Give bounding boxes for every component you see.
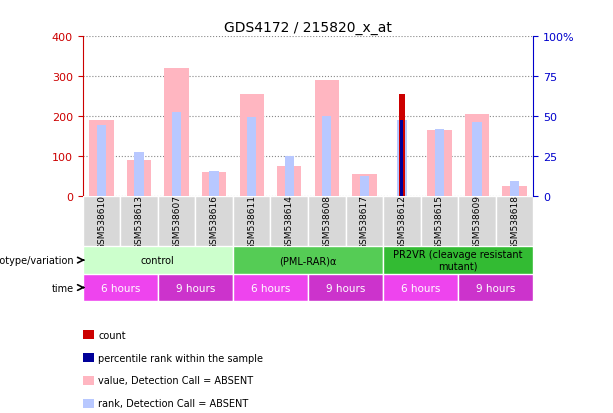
Bar <box>240 95 264 197</box>
Bar <box>421 197 458 247</box>
Text: genotype/variation: genotype/variation <box>0 256 74 266</box>
Text: (PML-RAR)α: (PML-RAR)α <box>280 256 337 266</box>
Bar <box>172 113 181 197</box>
Bar <box>383 197 421 247</box>
Text: GSM538610: GSM538610 <box>97 194 106 249</box>
Bar <box>465 115 489 197</box>
Title: GDS4172 / 215820_x_at: GDS4172 / 215820_x_at <box>224 21 392 35</box>
Bar <box>400 121 403 197</box>
Bar <box>120 197 158 247</box>
Text: time: time <box>51 283 74 293</box>
Bar <box>458 197 496 247</box>
Bar <box>352 175 376 197</box>
Bar <box>314 81 339 197</box>
Text: 9 hours: 9 hours <box>176 283 215 293</box>
Bar <box>284 157 294 197</box>
Text: GSM538607: GSM538607 <box>172 194 181 249</box>
Bar <box>210 171 219 197</box>
Bar <box>277 167 302 197</box>
Bar <box>202 173 226 197</box>
Bar <box>233 274 308 301</box>
Bar <box>196 197 233 247</box>
Text: 6 hours: 6 hours <box>101 283 140 293</box>
Text: PR2VR (cleavage resistant
mutant): PR2VR (cleavage resistant mutant) <box>394 250 523 271</box>
Text: GSM538618: GSM538618 <box>510 194 519 249</box>
Text: percentile rank within the sample: percentile rank within the sample <box>98 353 263 363</box>
Bar <box>83 247 233 274</box>
Bar <box>83 197 120 247</box>
Bar <box>472 123 482 197</box>
Text: GSM538614: GSM538614 <box>285 195 294 249</box>
Text: GSM538612: GSM538612 <box>397 195 406 249</box>
Text: value, Detection Call = ABSENT: value, Detection Call = ABSENT <box>98 375 253 385</box>
Bar <box>398 95 405 197</box>
Bar <box>247 118 256 197</box>
Bar <box>164 69 189 197</box>
Bar <box>360 177 369 197</box>
Bar <box>158 274 233 301</box>
Bar <box>233 247 383 274</box>
Bar <box>127 161 151 197</box>
Text: 9 hours: 9 hours <box>326 283 365 293</box>
Text: GSM538617: GSM538617 <box>360 194 369 249</box>
Text: GSM538615: GSM538615 <box>435 194 444 249</box>
Text: GSM538608: GSM538608 <box>322 194 331 249</box>
Text: GSM538613: GSM538613 <box>135 194 143 249</box>
Bar <box>435 130 444 197</box>
Bar <box>158 197 196 247</box>
Bar <box>134 153 144 197</box>
Bar <box>383 247 533 274</box>
Text: control: control <box>141 256 175 266</box>
Bar <box>502 187 527 197</box>
Bar <box>308 274 383 301</box>
Bar <box>496 197 533 247</box>
Bar <box>510 182 519 197</box>
Text: rank, Detection Call = ABSENT: rank, Detection Call = ABSENT <box>98 398 248 408</box>
Text: 6 hours: 6 hours <box>401 283 440 293</box>
Bar <box>397 121 406 197</box>
Bar <box>308 197 346 247</box>
Bar <box>270 197 308 247</box>
Text: GSM538611: GSM538611 <box>247 194 256 249</box>
Bar <box>322 117 332 197</box>
Bar <box>97 126 106 197</box>
Text: 9 hours: 9 hours <box>476 283 516 293</box>
Bar <box>427 131 452 197</box>
Bar <box>89 121 114 197</box>
Bar <box>83 274 158 301</box>
Bar <box>346 197 383 247</box>
Bar <box>383 274 458 301</box>
Text: count: count <box>98 330 126 340</box>
Text: GSM538609: GSM538609 <box>473 194 481 249</box>
Bar <box>458 274 533 301</box>
Text: GSM538616: GSM538616 <box>210 194 219 249</box>
Bar <box>233 197 270 247</box>
Text: 6 hours: 6 hours <box>251 283 290 293</box>
